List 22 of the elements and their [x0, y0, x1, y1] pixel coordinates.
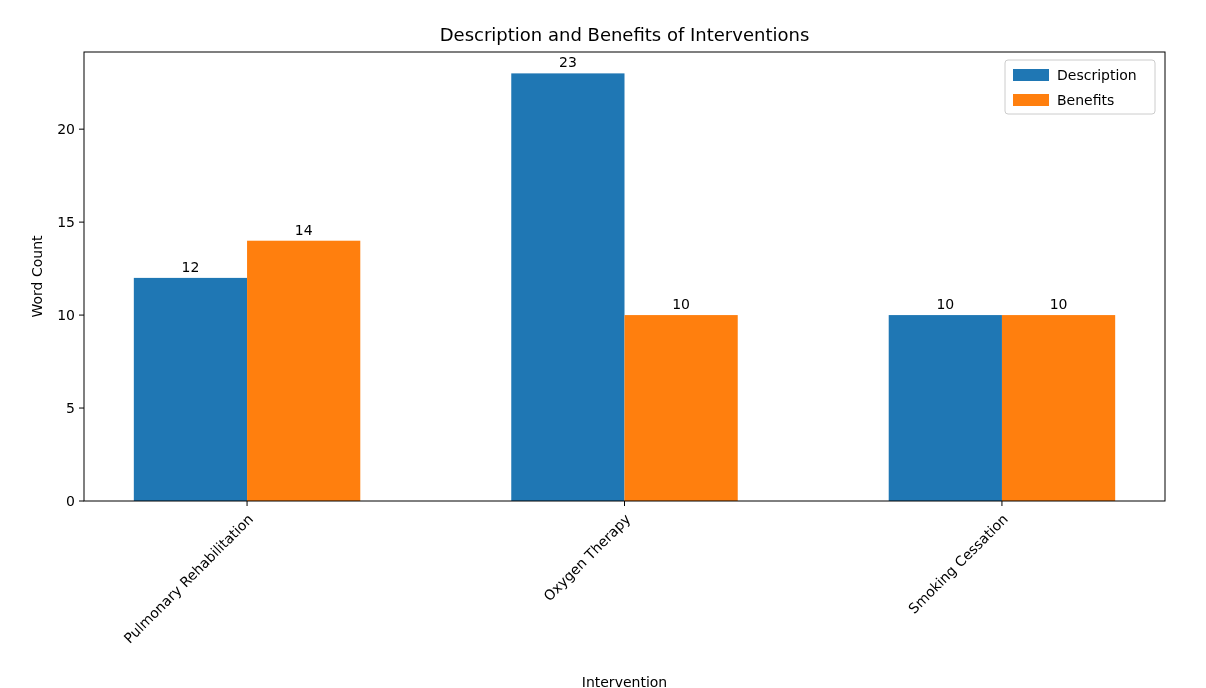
bar [511, 73, 625, 501]
y-tick-label: 5 [66, 399, 75, 416]
bar [1001, 315, 1116, 501]
bar [624, 315, 738, 501]
legend-label: Benefits [1057, 91, 1115, 108]
x-axis-title: Intervention [581, 674, 668, 688]
bar [247, 240, 361, 501]
bar [888, 315, 1002, 501]
data-label: 23 [558, 54, 577, 71]
chart-title: Description and Benefits of Interventions [439, 24, 810, 45]
y-tick-label: 20 [57, 121, 75, 138]
data-label: 10 [936, 296, 955, 313]
y-tick-label: 15 [57, 214, 75, 231]
legend-label: Description [1057, 66, 1137, 83]
y-tick-label: 0 [66, 492, 75, 509]
data-label: 12 [181, 258, 200, 275]
bar [133, 277, 248, 501]
data-label: 10 [1049, 296, 1068, 313]
data-label: 10 [672, 296, 691, 313]
y-axis-title: Word Count [29, 234, 45, 318]
data-label: 14 [294, 221, 313, 238]
y-tick-label: 10 [57, 306, 75, 323]
